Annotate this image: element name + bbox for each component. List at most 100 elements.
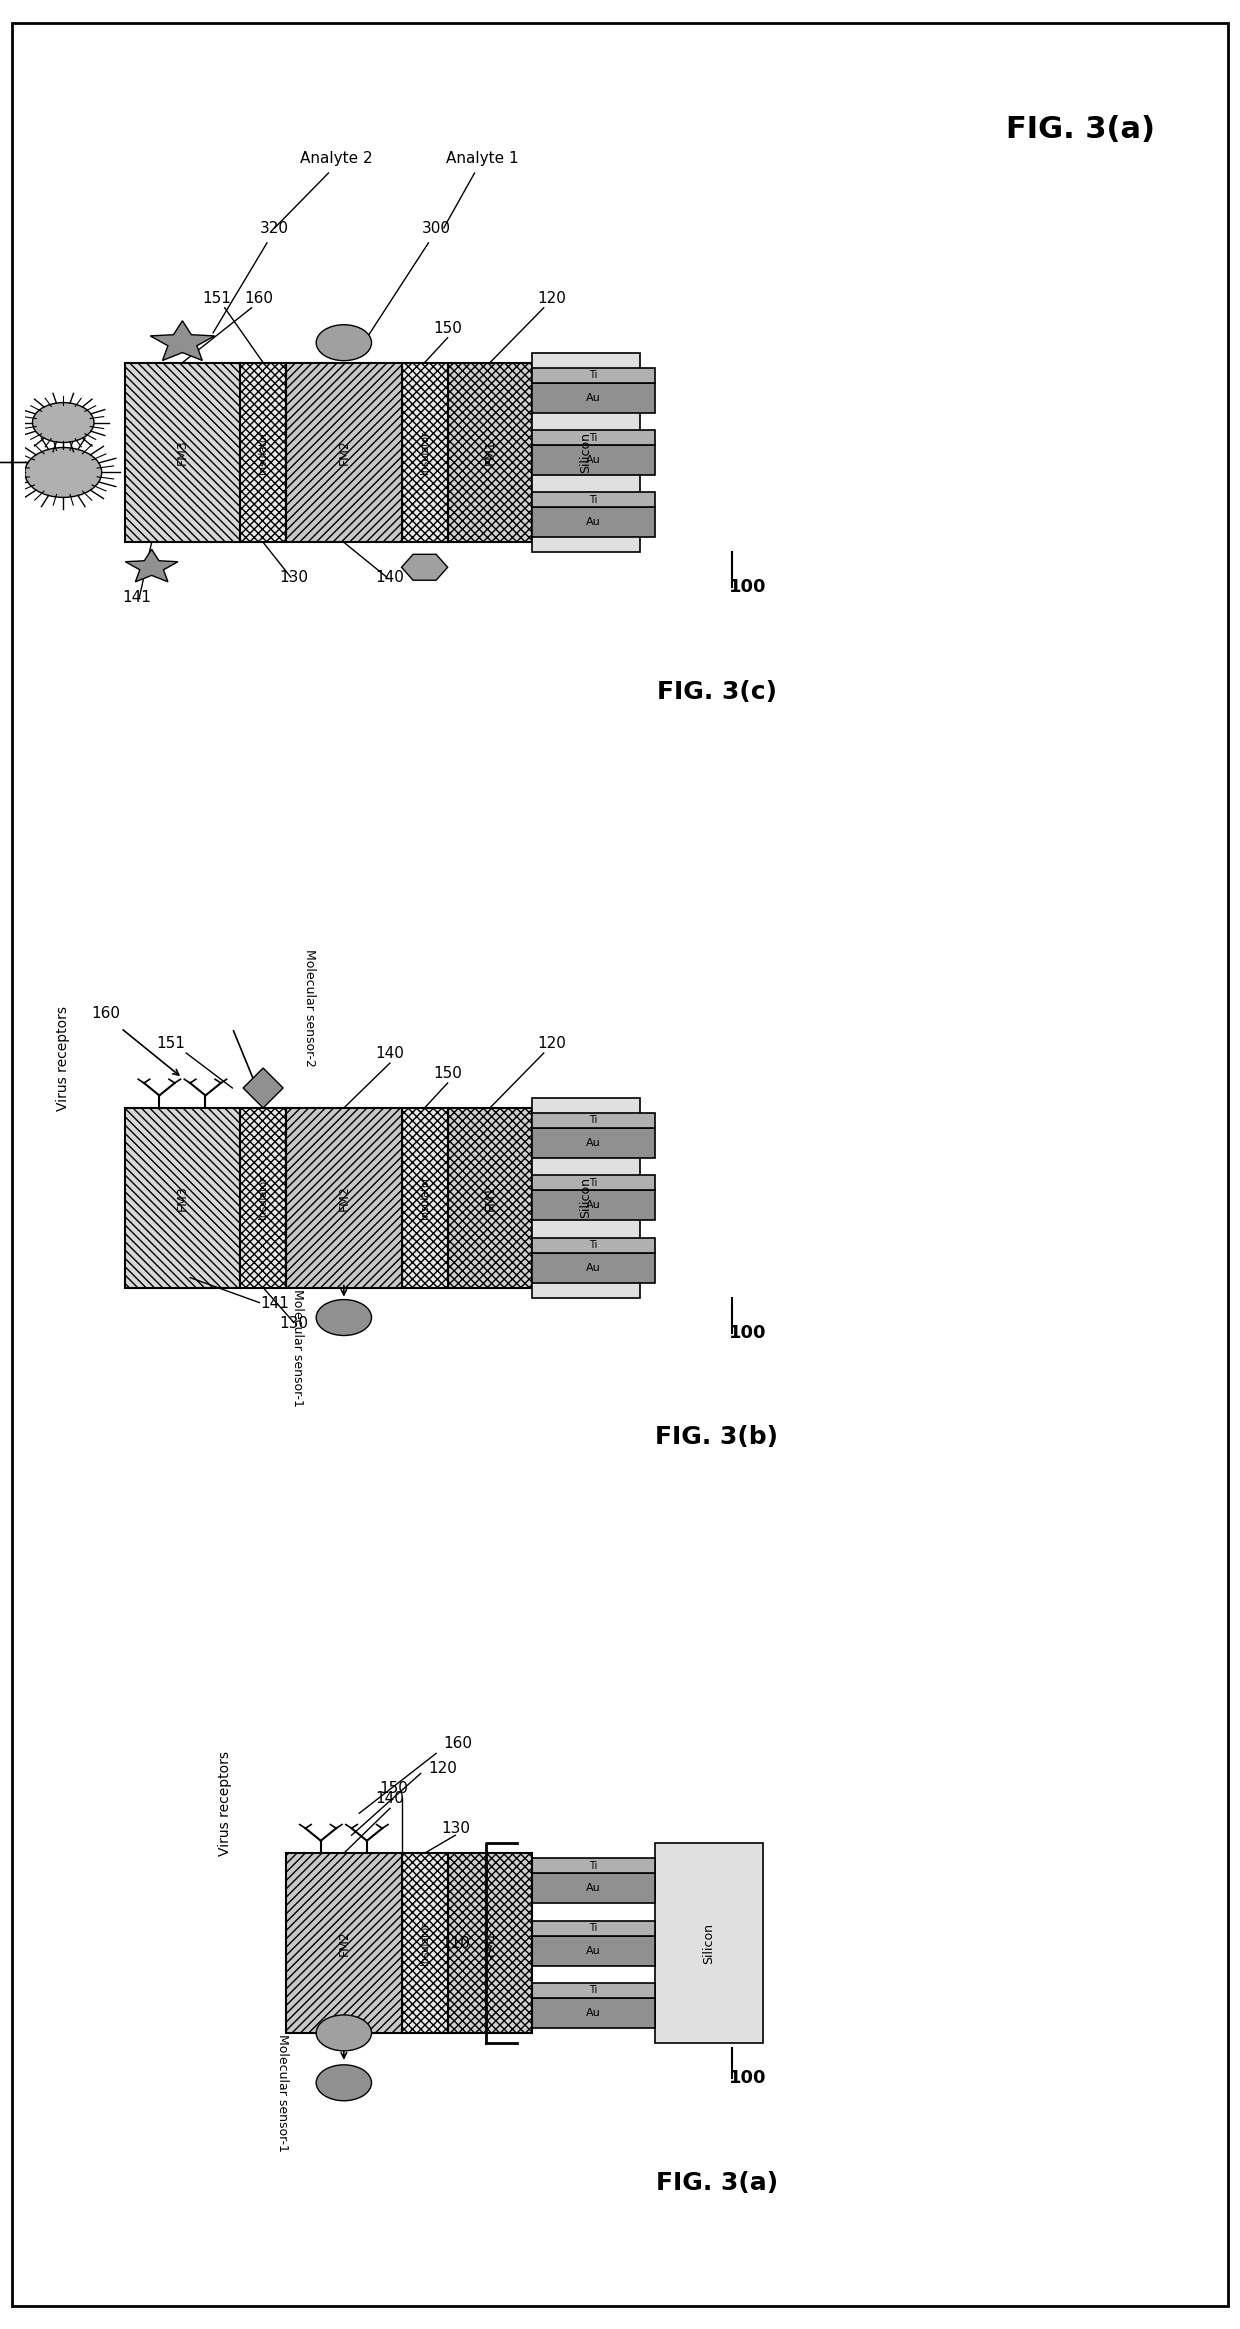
Bar xyxy=(532,1237,655,1253)
Text: Au: Au xyxy=(587,1199,601,1211)
Text: Insulator: Insulator xyxy=(419,431,429,475)
Text: Au: Au xyxy=(587,394,601,403)
Text: Analyte 1: Analyte 1 xyxy=(446,151,518,165)
Bar xyxy=(402,363,448,543)
Text: Silicon: Silicon xyxy=(703,1921,715,1963)
Bar xyxy=(532,1921,655,1935)
Text: 100: 100 xyxy=(729,1323,766,1342)
Text: Ti: Ti xyxy=(589,1178,598,1188)
Bar xyxy=(532,1873,655,1903)
Text: FM1: FM1 xyxy=(484,1185,496,1211)
Text: 120: 120 xyxy=(429,1761,458,1777)
Text: FIG. 3(c): FIG. 3(c) xyxy=(657,680,776,703)
Text: FM3: FM3 xyxy=(176,1185,188,1211)
Text: Ti: Ti xyxy=(589,1924,598,1933)
Text: Insulator: Insulator xyxy=(258,1176,268,1220)
Bar xyxy=(532,1859,655,1873)
Bar xyxy=(448,363,532,543)
Text: 140: 140 xyxy=(376,1791,404,1807)
Text: 141: 141 xyxy=(122,589,151,606)
Text: Molecular sensor-2: Molecular sensor-2 xyxy=(303,950,316,1067)
Bar xyxy=(532,1998,655,2029)
Text: 160: 160 xyxy=(91,1006,120,1020)
Bar xyxy=(125,1109,241,1288)
Text: Molecular sensor-1: Molecular sensor-1 xyxy=(291,1288,304,1407)
Text: 320: 320 xyxy=(260,221,289,235)
Text: 150: 150 xyxy=(433,321,463,335)
Circle shape xyxy=(316,1300,372,1335)
Text: 130: 130 xyxy=(441,1821,470,1835)
Circle shape xyxy=(316,324,372,361)
Text: Ti: Ti xyxy=(589,494,598,505)
Bar xyxy=(532,1127,655,1158)
Text: 160: 160 xyxy=(244,291,274,305)
Text: Insulator: Insulator xyxy=(258,431,268,475)
Text: Ti: Ti xyxy=(589,1239,598,1251)
Text: Analyte 2: Analyte 2 xyxy=(300,151,372,165)
Text: 140: 140 xyxy=(376,1046,404,1062)
Bar xyxy=(532,1176,655,1190)
Text: FIG. 3(a): FIG. 3(a) xyxy=(1006,114,1154,144)
Text: Insulator: Insulator xyxy=(419,1176,429,1220)
Text: FM1: FM1 xyxy=(484,1931,496,1956)
Bar xyxy=(532,491,655,508)
Circle shape xyxy=(25,447,102,498)
Text: 141: 141 xyxy=(260,1295,289,1311)
Text: Virus receptors: Virus receptors xyxy=(56,1006,71,1111)
Text: 160: 160 xyxy=(444,1737,472,1751)
Text: 120: 120 xyxy=(537,1036,565,1050)
Text: 151: 151 xyxy=(156,1036,185,1050)
Polygon shape xyxy=(125,550,179,582)
Bar xyxy=(241,1109,286,1288)
Text: Au: Au xyxy=(587,2008,601,2017)
Text: 300: 300 xyxy=(422,221,450,235)
Bar xyxy=(286,363,402,543)
Bar xyxy=(532,1982,655,1998)
Text: 130: 130 xyxy=(279,571,309,585)
Text: Virus receptors: Virus receptors xyxy=(218,1751,232,1856)
Bar xyxy=(532,1113,655,1127)
Bar xyxy=(448,1854,532,2033)
Bar xyxy=(655,1842,763,2043)
Text: FM2: FM2 xyxy=(337,1185,351,1211)
Bar xyxy=(532,368,655,382)
Bar xyxy=(286,1109,402,1288)
Text: 130: 130 xyxy=(279,1316,309,1330)
Text: FIG. 3(a): FIG. 3(a) xyxy=(656,2171,777,2194)
Circle shape xyxy=(32,403,94,443)
Text: Ti: Ti xyxy=(589,1861,598,1870)
Bar xyxy=(532,431,655,445)
Text: Ti: Ti xyxy=(589,370,598,380)
Text: FM2: FM2 xyxy=(337,440,351,466)
Text: Au: Au xyxy=(587,454,601,466)
Bar xyxy=(125,363,241,543)
Bar xyxy=(532,1253,655,1283)
Text: 120: 120 xyxy=(537,291,565,305)
Circle shape xyxy=(316,2015,372,2052)
Text: Au: Au xyxy=(587,1884,601,1893)
Bar xyxy=(532,382,655,412)
Text: Silicon: Silicon xyxy=(579,1176,593,1218)
Text: 100: 100 xyxy=(729,578,766,596)
Text: Au: Au xyxy=(587,517,601,526)
Text: Silicon: Silicon xyxy=(579,431,593,473)
Text: 150: 150 xyxy=(379,1782,408,1796)
Bar xyxy=(532,1097,640,1297)
Text: Au: Au xyxy=(587,1945,601,1956)
Bar xyxy=(241,363,286,543)
Circle shape xyxy=(316,2066,372,2101)
Text: 151: 151 xyxy=(202,291,232,305)
Text: 150: 150 xyxy=(433,1067,463,1081)
Text: FIG. 3(b): FIG. 3(b) xyxy=(655,1425,779,1449)
Bar xyxy=(286,1854,402,2033)
Text: Au: Au xyxy=(587,1262,601,1272)
Text: Ti: Ti xyxy=(589,1984,598,1996)
Bar xyxy=(402,1854,448,2033)
Bar xyxy=(532,1935,655,1966)
Text: 110: 110 xyxy=(441,1935,470,1952)
Bar xyxy=(402,1109,448,1288)
Polygon shape xyxy=(150,321,215,361)
Polygon shape xyxy=(243,1069,283,1109)
Text: FM2: FM2 xyxy=(337,1931,351,1956)
Text: Insulator: Insulator xyxy=(419,1921,429,1966)
